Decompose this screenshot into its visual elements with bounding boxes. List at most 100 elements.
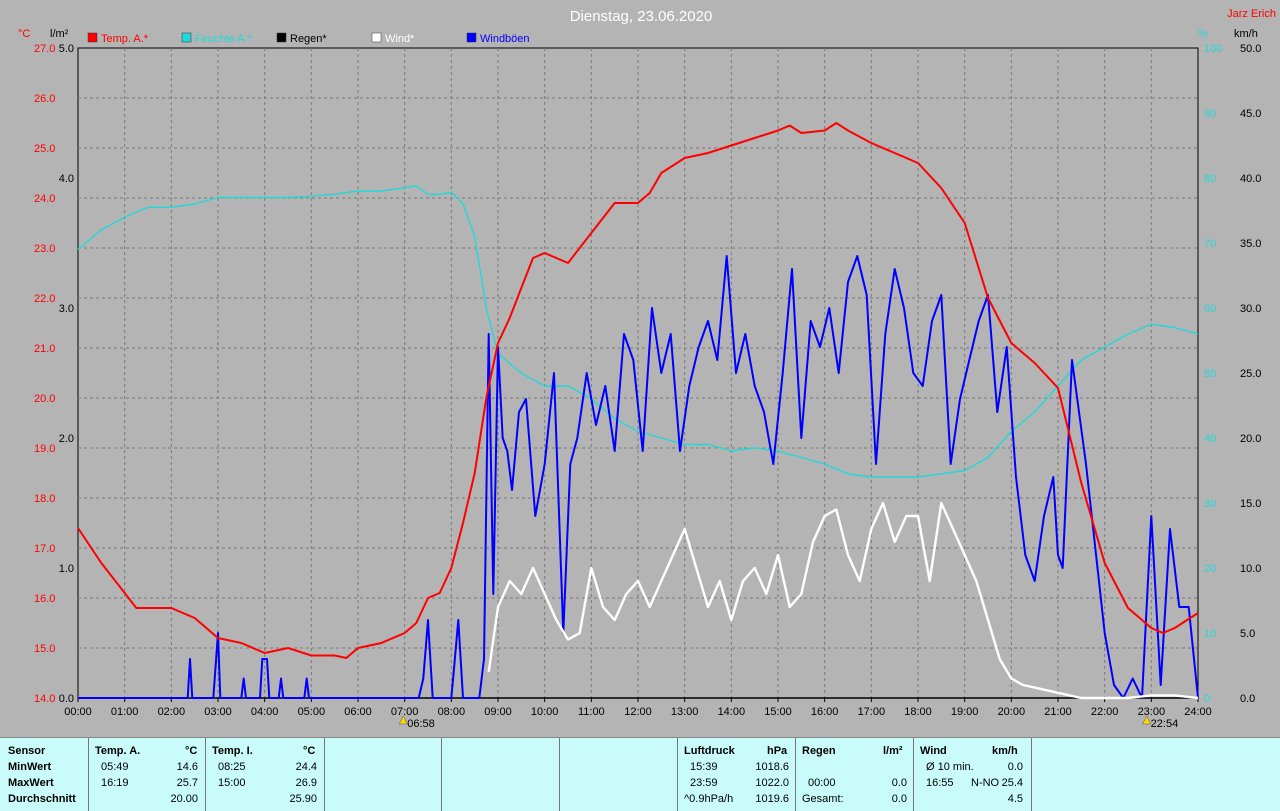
x-tick-label: 15:00 [764, 706, 792, 718]
temp-a-min-time: 05:49 [101, 761, 129, 773]
series-line [78, 255, 1199, 699]
x-tick-label: 05:00 [298, 706, 326, 718]
wind-tick-label: 0.0 [1240, 693, 1255, 705]
temp-i-min-time: 08:25 [218, 761, 246, 773]
x-tick-label: 06:00 [344, 706, 372, 718]
wind-avg-value: 0.0 [1007, 761, 1023, 773]
pressure-max-time: 23:59 [690, 777, 718, 789]
legend-label: Wind* [385, 33, 415, 45]
x-tick-label: 22:00 [1091, 706, 1119, 718]
wind-tick-label: 30.0 [1240, 303, 1261, 315]
humidity-tick-label: 60 [1204, 303, 1216, 315]
pressure-avg-value: 1019.6 [755, 793, 789, 805]
temp-tick-label: 19.0 [34, 443, 55, 455]
wind-unit: km/h [992, 745, 1018, 757]
wind-tick-label: 35.0 [1240, 238, 1261, 250]
wind-max-time: 16:55 [926, 777, 954, 789]
humidity-tick-label: 30 [1204, 498, 1216, 510]
x-tick-label: 10:00 [531, 706, 559, 718]
rain-unit-label: l/m² [50, 28, 69, 40]
legend-swatch [87, 32, 98, 43]
x-tick-label: 21:00 [1044, 706, 1072, 718]
divider [559, 738, 560, 811]
humidity-tick-label: 70 [1204, 238, 1216, 250]
x-tick-label: 16:00 [811, 706, 839, 718]
rain-tick-label: 2.0 [59, 433, 74, 445]
humidity-tick-label: 0 [1204, 693, 1210, 705]
wind-tick-label: 25.0 [1240, 368, 1261, 380]
divider [1031, 738, 1032, 811]
temp-tick-label: 14.0 [34, 693, 55, 705]
temp-a-max-time: 16:19 [101, 777, 129, 789]
temp-tick-label: 23.0 [34, 243, 55, 255]
temp-tick-label: 21.0 [34, 343, 55, 355]
divider [88, 738, 89, 811]
rain-tick-label: 0.0 [59, 693, 74, 705]
wind-max-direction: N-NO [971, 777, 1000, 789]
legend-label: Temp. A.* [101, 33, 149, 45]
rain-tick-label: 4.0 [59, 173, 74, 185]
temp-unit-label: °C [18, 28, 30, 40]
wind-tick-label: 20.0 [1240, 433, 1261, 445]
humidity-tick-label: 40 [1204, 433, 1216, 445]
x-tick-label: 03:00 [204, 706, 232, 718]
sun-marker-icon [1142, 715, 1152, 725]
pressure-header: Luftdruck [684, 745, 735, 757]
sensor-header: Sensor [8, 745, 46, 757]
temp-tick-label: 22.0 [34, 293, 55, 305]
temp-i-min-value: 24.4 [295, 761, 317, 773]
humidity-tick-label: 10 [1204, 628, 1216, 640]
pressure-min-value: 1018.6 [755, 761, 789, 773]
x-tick-label: 23:00 [1138, 706, 1166, 718]
pressure-unit: hPa [767, 745, 788, 757]
x-tick-label: 09:00 [484, 706, 512, 718]
temp-tick-label: 15.0 [34, 643, 55, 655]
minwert-label: MinWert [8, 761, 52, 773]
rain-tick-label: 1.0 [59, 563, 74, 575]
wind-max-value: 25.4 [1001, 777, 1023, 789]
temp-a-max-value: 25.7 [176, 777, 198, 789]
humidity-tick-label: 90 [1204, 108, 1216, 120]
rain-value: 0.0 [891, 777, 907, 789]
x-tick-label: 04:00 [251, 706, 279, 718]
x-tick-label: 07:00 [391, 706, 419, 718]
temp-tick-label: 24.0 [34, 193, 55, 205]
wind-avg-label: Ø 10 min. [926, 761, 974, 773]
temp-i-avg-value: 25.90 [289, 793, 317, 805]
legend-label: Feuchte A.* [195, 33, 253, 45]
sun-marker-label: 06:58 [407, 718, 435, 730]
temp-i-header: Temp. I. [212, 745, 253, 757]
legend-swatch [371, 32, 382, 43]
avg-label: Durchschnitt [8, 793, 76, 805]
series-line [487, 501, 1199, 700]
legend-swatch [181, 32, 192, 43]
rain-time: 00:00 [808, 777, 836, 789]
temp-i-max-time: 15:00 [218, 777, 246, 789]
x-tick-label: 08:00 [438, 706, 466, 718]
wind-header: Wind [920, 745, 947, 757]
legend-label: Windböen [480, 33, 530, 45]
x-tick-label: 11:00 [578, 706, 605, 718]
temp-i-max-value: 26.9 [295, 777, 317, 789]
sun-marker-label: 22:54 [1151, 718, 1179, 730]
wind-tick-label: 45.0 [1240, 108, 1261, 120]
wind-mean-value: 4.5 [1007, 793, 1023, 805]
pressure-max-value: 1022.0 [755, 777, 789, 789]
divider [795, 738, 796, 811]
wind-tick-label: 10.0 [1240, 563, 1261, 575]
pressure-min-time: 15:39 [690, 761, 718, 773]
wind-tick-label: 50.0 [1240, 43, 1261, 55]
divider [677, 738, 678, 811]
temp-tick-label: 16.0 [34, 593, 55, 605]
rain-tick-label: 5.0 [59, 43, 74, 55]
temp-tick-label: 17.0 [34, 543, 55, 555]
divider [441, 738, 442, 811]
x-tick-label: 12:00 [624, 706, 652, 718]
divider [205, 738, 206, 811]
rain-header: Regen [802, 745, 836, 757]
x-tick-label: 20:00 [998, 706, 1026, 718]
temp-a-min-value: 14.6 [176, 761, 198, 773]
x-tick-label: 01:00 [111, 706, 139, 718]
wind-tick-label: 15.0 [1240, 498, 1261, 510]
x-tick-label: 24:00 [1184, 706, 1212, 718]
